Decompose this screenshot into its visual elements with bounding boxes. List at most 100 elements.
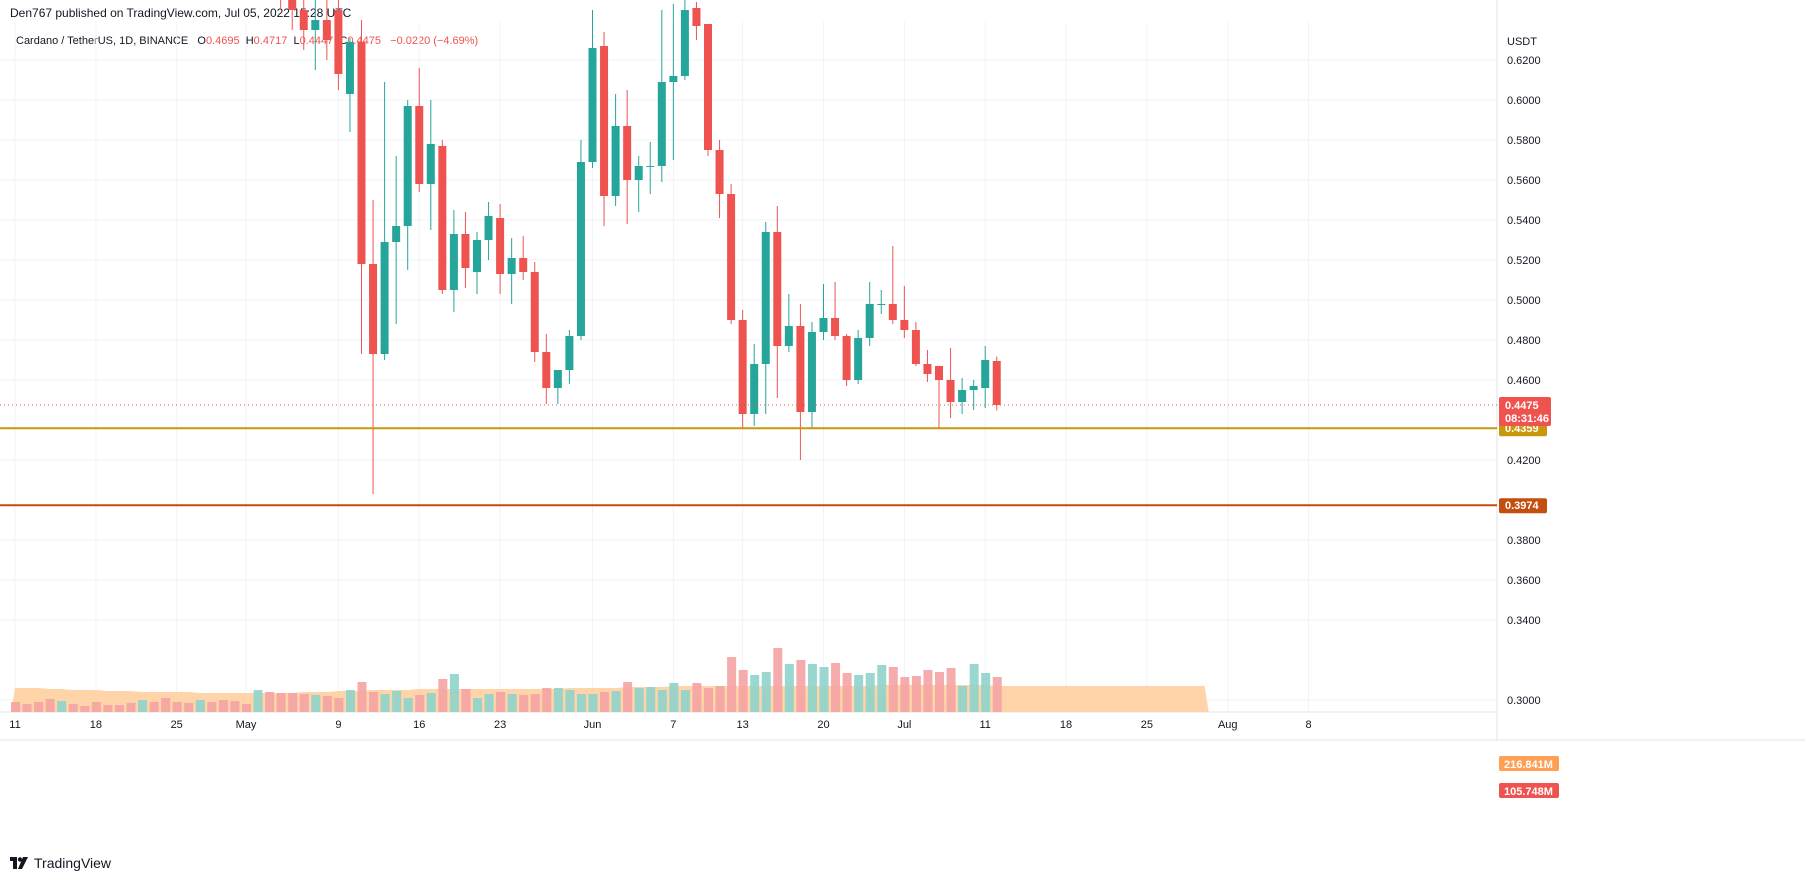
- level-lines: [0, 404, 1497, 507]
- candle: [280, 0, 282, 10]
- candle: [415, 68, 424, 192]
- candle-body: [969, 386, 978, 390]
- price-tick-label: 0.4200: [1507, 455, 1541, 467]
- price-tick-label: 0.6200: [1507, 55, 1541, 67]
- time-tick-label: 18: [90, 719, 102, 731]
- volume-bar: [288, 693, 298, 712]
- candle: [634, 156, 643, 212]
- volume-bar: [923, 670, 933, 712]
- candle: [946, 348, 955, 418]
- candle-body: [496, 218, 505, 274]
- volume-bar: [611, 691, 621, 712]
- volume-bar: [34, 702, 44, 712]
- price-tick-label: 0.3800: [1507, 535, 1541, 547]
- volume-bar: [819, 667, 829, 712]
- symbol-name: Cardano / TetherUS, 1D, BINANCE: [16, 35, 189, 47]
- candle-body: [958, 390, 967, 402]
- candle: [473, 232, 481, 294]
- last-price-badge: [1499, 397, 1551, 426]
- candle: [738, 310, 747, 428]
- candle-body: [807, 332, 816, 412]
- candle-body: [865, 304, 874, 338]
- candle-body: [449, 234, 458, 290]
- time-tick-label: 20: [817, 719, 829, 731]
- tradingview-brand: TradingView: [34, 855, 112, 871]
- volume-bar: [22, 704, 32, 712]
- candle-body: [403, 106, 412, 226]
- candle-body: [322, 20, 331, 40]
- candle-body: [715, 150, 724, 194]
- volume-bar: [57, 701, 67, 712]
- price-tick-label: 0.3600: [1507, 575, 1541, 587]
- candle-body: [380, 242, 389, 354]
- volume-bar: [68, 704, 78, 712]
- volume-bar: [380, 694, 390, 712]
- open-label: O: [197, 35, 206, 47]
- volume-bar: [253, 690, 263, 712]
- candle-body: [842, 336, 851, 380]
- price-tick-label: 0.6000: [1507, 95, 1541, 107]
- price-tick-label: 0.5200: [1507, 255, 1541, 267]
- volume-bar: [831, 663, 841, 712]
- volume-bar: [438, 679, 448, 712]
- volume-bar: [623, 682, 633, 712]
- countdown-value: 08:31:46: [1505, 413, 1549, 425]
- candle-body: [761, 232, 770, 364]
- volume-bar: [946, 668, 956, 712]
- price-tick-label: 0.5400: [1507, 215, 1541, 227]
- candle: [322, 0, 331, 60]
- volume-bar: [218, 700, 228, 712]
- candle: [542, 334, 551, 404]
- volume-badge-label: 216.841M: [1504, 759, 1553, 771]
- volume-bar: [911, 676, 921, 712]
- candle-body: [877, 304, 886, 305]
- candle-body: [299, 10, 308, 30]
- candle-body: [565, 336, 574, 370]
- candle: [784, 294, 793, 352]
- candle-body: [634, 166, 643, 180]
- volume-bar: [588, 694, 598, 712]
- candle-body: [311, 20, 320, 30]
- candle-body: [727, 194, 736, 320]
- volume-bar: [473, 698, 482, 712]
- tradingview-logo[interactable]: TradingView: [10, 855, 111, 871]
- candle: [530, 262, 539, 362]
- axis-layer: 0.6200 0.6000 0.5800 0.5600 0.5400 0.5200 0.50…: [9, 36, 1540, 731]
- price-tick-label: 0.5600: [1507, 175, 1541, 187]
- currency-label: USDT: [1507, 36, 1537, 48]
- time-tick-label: 25: [171, 719, 183, 731]
- candle: [911, 322, 920, 366]
- candle-body: [992, 361, 1001, 405]
- high-label: H: [245, 35, 254, 47]
- volume-bar: [149, 702, 159, 712]
- close-label: C: [339, 35, 348, 47]
- candle: [380, 82, 389, 360]
- time-tick-label: 16: [413, 719, 425, 731]
- candle: [704, 24, 712, 156]
- time-tick-label: 18: [1060, 719, 1072, 731]
- open-value: 0.4695: [205, 35, 240, 47]
- volume-bar: [553, 688, 563, 712]
- low-label: L: [293, 35, 300, 47]
- candle-body: [588, 48, 597, 162]
- volume-bar: [403, 698, 413, 712]
- volume-bar: [692, 683, 702, 712]
- candle: [299, 0, 308, 50]
- candle: [692, 1, 701, 40]
- candle: [958, 378, 967, 414]
- volume-bar: [345, 690, 355, 712]
- candle-body: [415, 106, 424, 184]
- volume-bar: [369, 692, 379, 712]
- candle-body: [773, 232, 782, 346]
- volume-bar: [877, 665, 887, 712]
- candle-body: [981, 360, 990, 388]
- price-tick-label: 0.5800: [1507, 135, 1541, 147]
- candle-body: [819, 318, 828, 332]
- time-tick-label: 23: [494, 719, 506, 731]
- volume-bar: [507, 694, 517, 712]
- volume-bar: [484, 694, 494, 712]
- time-tick-label: Jul: [897, 719, 911, 731]
- volume-bar: [542, 688, 552, 712]
- time-tick-label: 7: [670, 719, 676, 731]
